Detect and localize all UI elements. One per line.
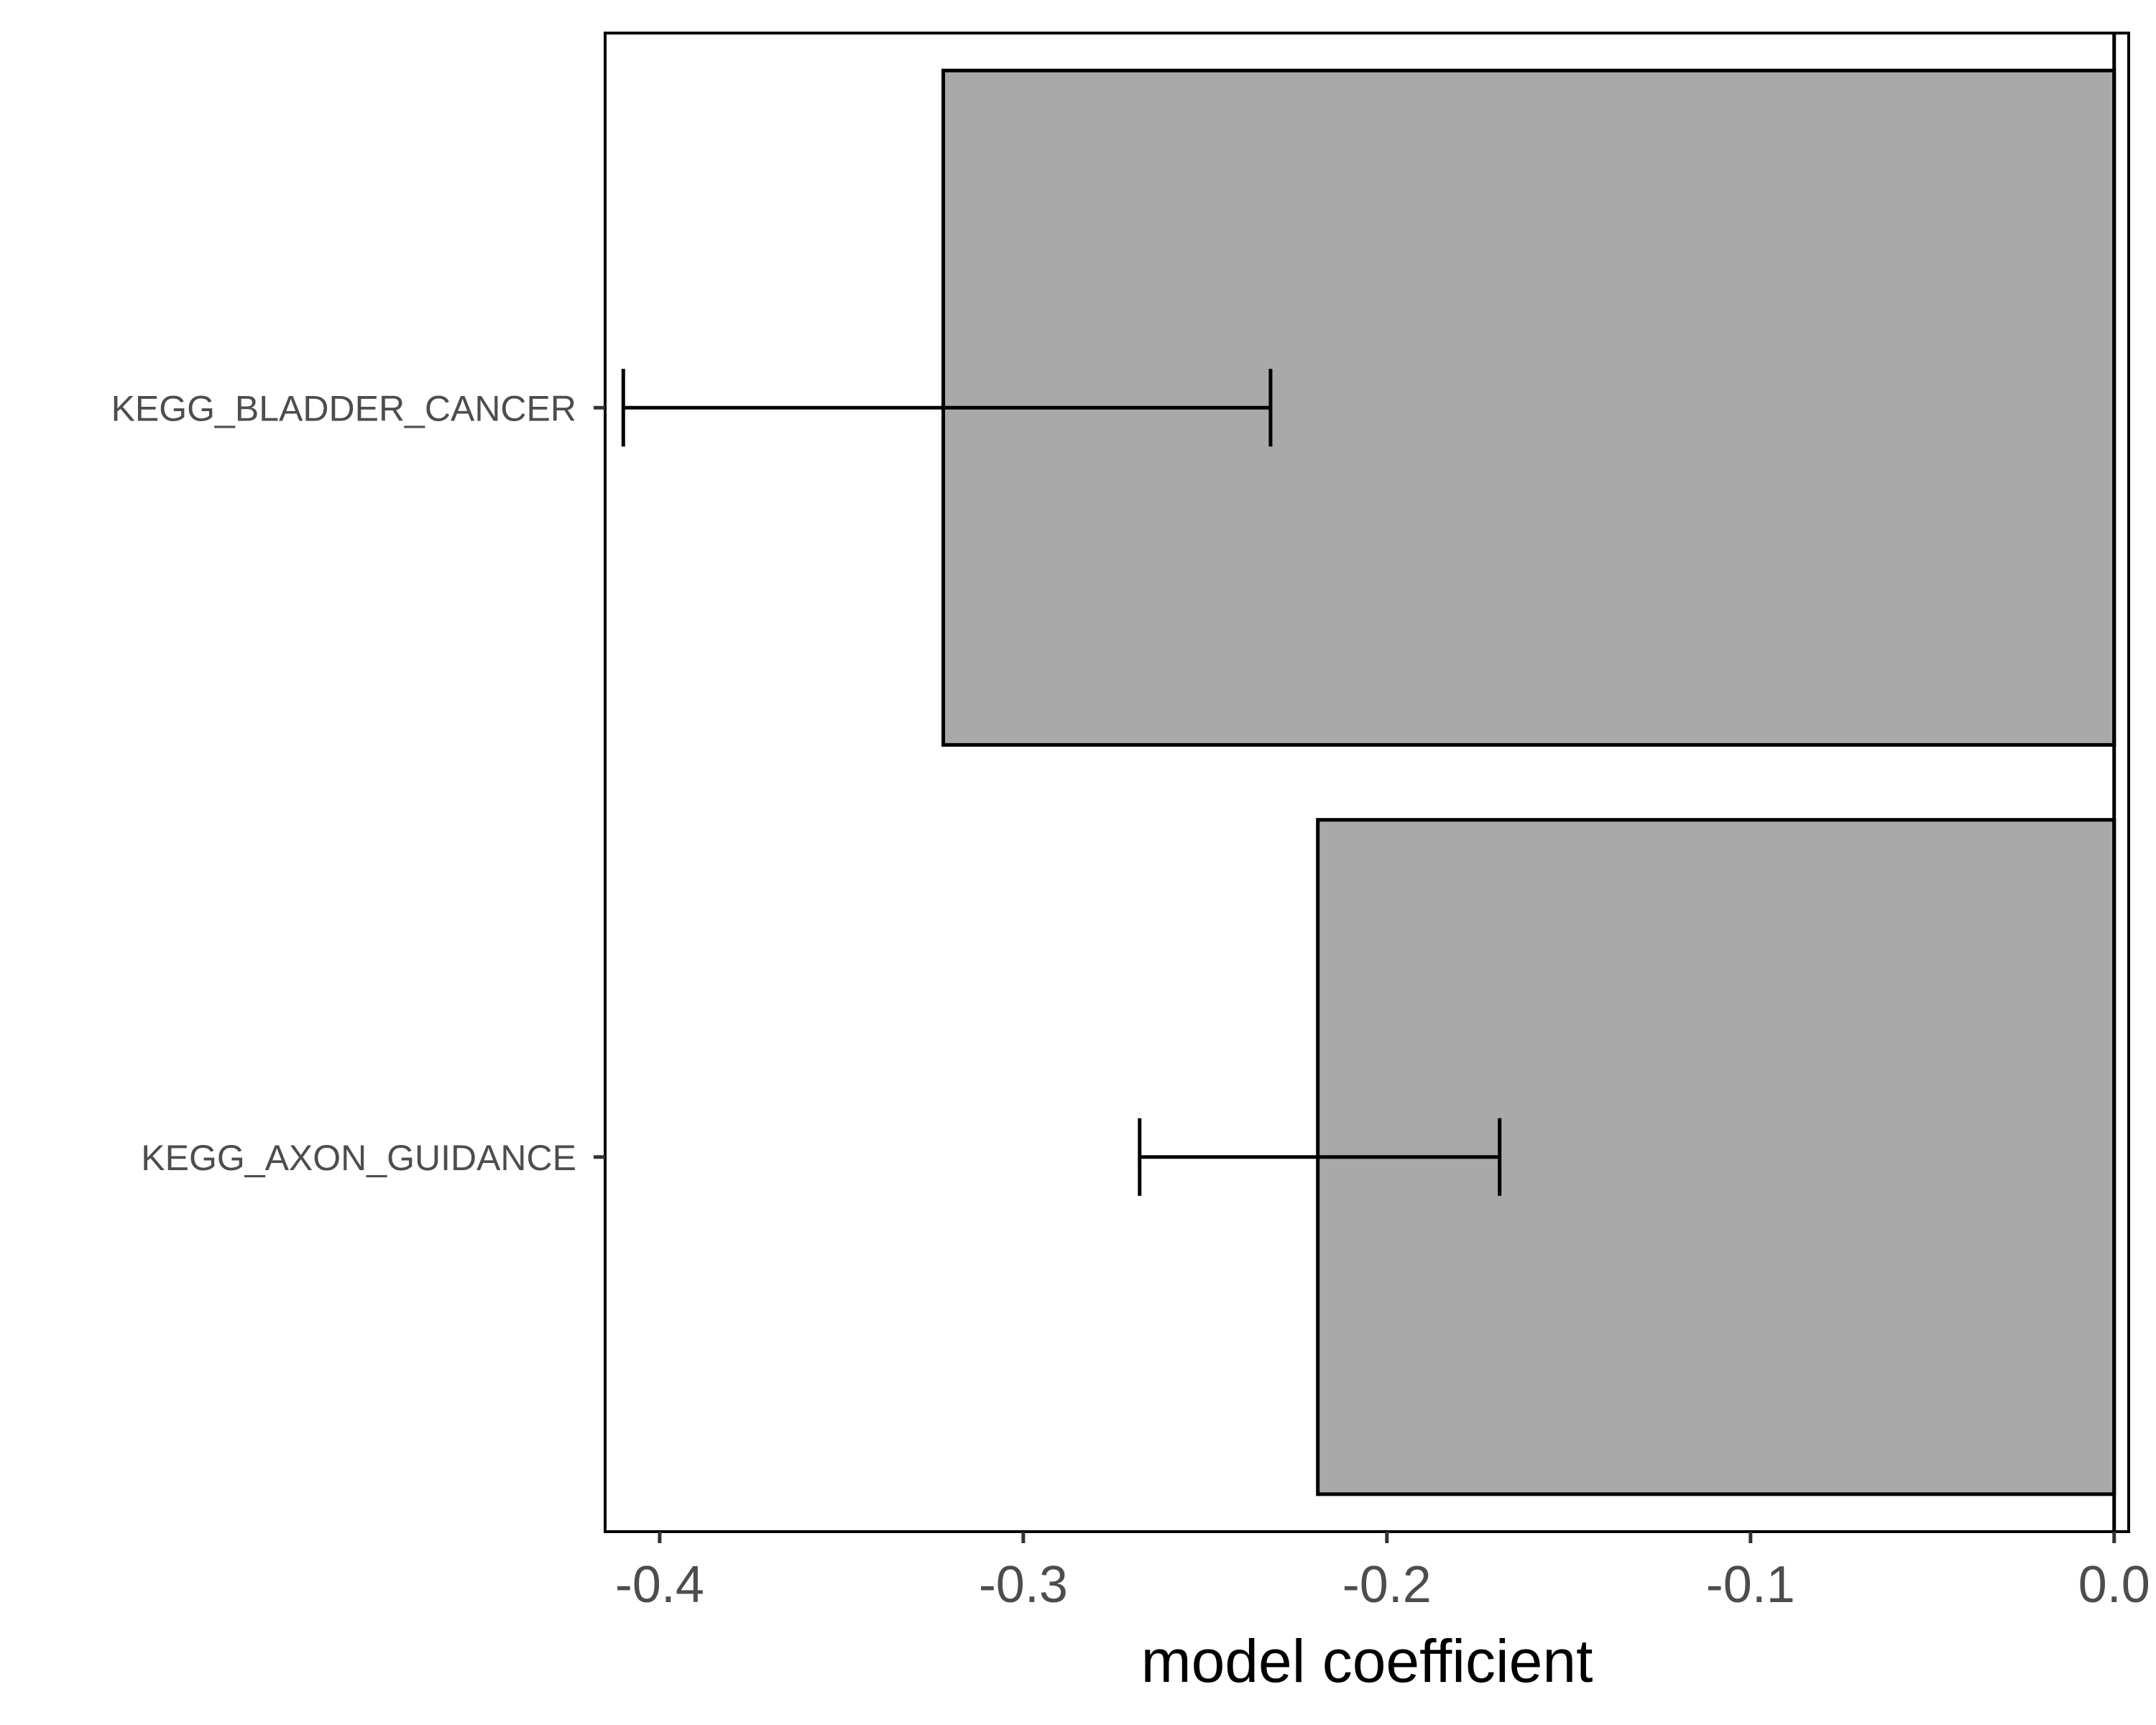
x-tick-label: 0.0 — [2078, 1556, 2150, 1614]
y-tick-label: KEGG_AXON_GUIDANCE — [141, 1138, 576, 1178]
x-axis: -0.4 -0.3 -0.2 -0.1 0.0 — [615, 1532, 2150, 1614]
x-tick-label: -0.2 — [1342, 1556, 1432, 1614]
x-tick-label: -0.4 — [615, 1556, 704, 1614]
x-tick-label: -0.1 — [1706, 1556, 1795, 1614]
y-axis: KEGG_BLADDER_CANCER KEGG_AXON_GUIDANCE — [111, 388, 605, 1178]
panel-border — [604, 32, 2130, 1533]
x-axis-title: model coefficient — [1141, 1627, 1593, 1695]
y-tick-label: KEGG_BLADDER_CANCER — [111, 388, 576, 428]
x-tick-label: -0.3 — [979, 1556, 1068, 1614]
error-bars-layer — [621, 369, 1502, 1196]
bars-layer — [941, 68, 2116, 1496]
